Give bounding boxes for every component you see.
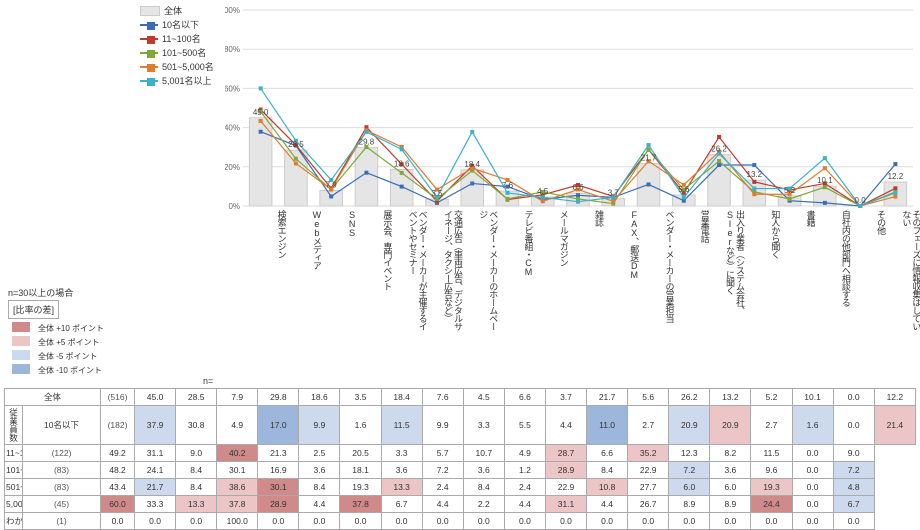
category-label: 検索エンジン xyxy=(255,210,287,258)
category-label: テレビ番組・CM xyxy=(501,210,533,276)
category-label: その他 xyxy=(854,210,886,234)
svg-text:80%: 80% xyxy=(225,45,240,54)
svg-text:7.6: 7.6 xyxy=(502,181,514,190)
svg-text:45.0: 45.0 xyxy=(253,108,269,117)
category-label: 知人から聞く xyxy=(748,210,780,258)
svg-text:40%: 40% xyxy=(225,124,240,133)
svg-text:100%: 100% xyxy=(225,6,240,15)
svg-text:5.6: 5.6 xyxy=(678,185,690,194)
svg-text:12.2: 12.2 xyxy=(888,172,904,181)
category-label: 雑誌 xyxy=(572,210,604,226)
svg-text:21.7: 21.7 xyxy=(641,153,657,162)
category-label: ベンダー・メーカーが主催するイベントやセミナー xyxy=(396,210,428,330)
category-labels: 検索エンジンWebメディアSNS展示会、専門イベントベンダー・メーカーが主催する… xyxy=(225,210,915,330)
category-label: そのフェーズに情報収集はしていない xyxy=(889,210,920,330)
svg-text:7.9: 7.9 xyxy=(326,181,338,190)
svg-text:3.7: 3.7 xyxy=(608,189,620,198)
category-label: 交通広告（車両広告、デジタルサイネージ、タクシー広告など） xyxy=(431,210,463,330)
svg-text:60%: 60% xyxy=(225,84,240,93)
category-label: 出入り業者（システム会社、SIerなど）に聞く xyxy=(713,210,745,330)
svg-text:4.5: 4.5 xyxy=(537,187,549,196)
row-label: 501~5,000名 xyxy=(5,479,23,496)
category-label: ベンダー・メーカーのホームページ xyxy=(466,210,498,330)
diff-legend-title: [比率の差] xyxy=(8,300,59,319)
svg-text:29.8: 29.8 xyxy=(359,138,375,147)
n-label: n= xyxy=(203,376,213,386)
category-label: FAX、郵送DM xyxy=(607,210,639,279)
svg-text:6.6: 6.6 xyxy=(572,183,584,192)
row-label: わからない xyxy=(5,513,23,530)
category-label: Webメディア xyxy=(290,210,322,269)
svg-text:0.0: 0.0 xyxy=(855,196,867,205)
rowgroup-label: 従業員数 xyxy=(5,406,23,445)
category-label: SNS xyxy=(325,210,357,237)
category-label: 自社内の他部門へ相談する xyxy=(819,210,851,306)
svg-text:26.2: 26.2 xyxy=(711,145,727,154)
row-label: 5,001名以上 xyxy=(5,496,23,513)
svg-text:20%: 20% xyxy=(225,163,240,172)
svg-text:28.5: 28.5 xyxy=(288,140,304,149)
row-label: 10名以下 xyxy=(23,406,101,445)
svg-text:13.2: 13.2 xyxy=(747,170,763,179)
svg-text:0%: 0% xyxy=(228,202,240,210)
diff-legend: [比率の差] 全体 +10 ポイント全体 +5 ポイント全体 -5 ポイント全体… xyxy=(8,300,108,377)
category-label: 展示会、専門イベント xyxy=(360,210,392,290)
svg-text:18.4: 18.4 xyxy=(464,160,480,169)
svg-text:5.2: 5.2 xyxy=(784,186,796,195)
svg-text:3.5: 3.5 xyxy=(431,189,443,198)
category-label: 書籍 xyxy=(784,210,816,226)
sample-note: n=30以上の場合 xyxy=(8,286,73,299)
row-label: 101~500名 xyxy=(5,462,23,479)
data-table: 全体(516)45.028.57.929.818.63.518.47.64.56… xyxy=(4,388,916,530)
category-label: 営業電話 xyxy=(678,210,710,242)
row-all-label: 全体 xyxy=(5,389,101,406)
category-label: ベンダー・メーカーの営業担当 xyxy=(643,210,675,322)
series-legend: 全体10名以下11~100名101~500名501~5,000名5,001名以上 xyxy=(140,4,214,88)
category-label: メールマガジン xyxy=(537,210,569,266)
svg-text:10.1: 10.1 xyxy=(817,176,833,185)
data-table-wrap: 全体(516)45.028.57.929.818.63.518.47.64.56… xyxy=(4,388,916,530)
row-label: 11~100名 xyxy=(5,445,23,462)
chart-area: 0%20%40%60%80%100%45.028.57.929.818.63.5… xyxy=(225,6,915,206)
svg-text:18.6: 18.6 xyxy=(394,160,410,169)
